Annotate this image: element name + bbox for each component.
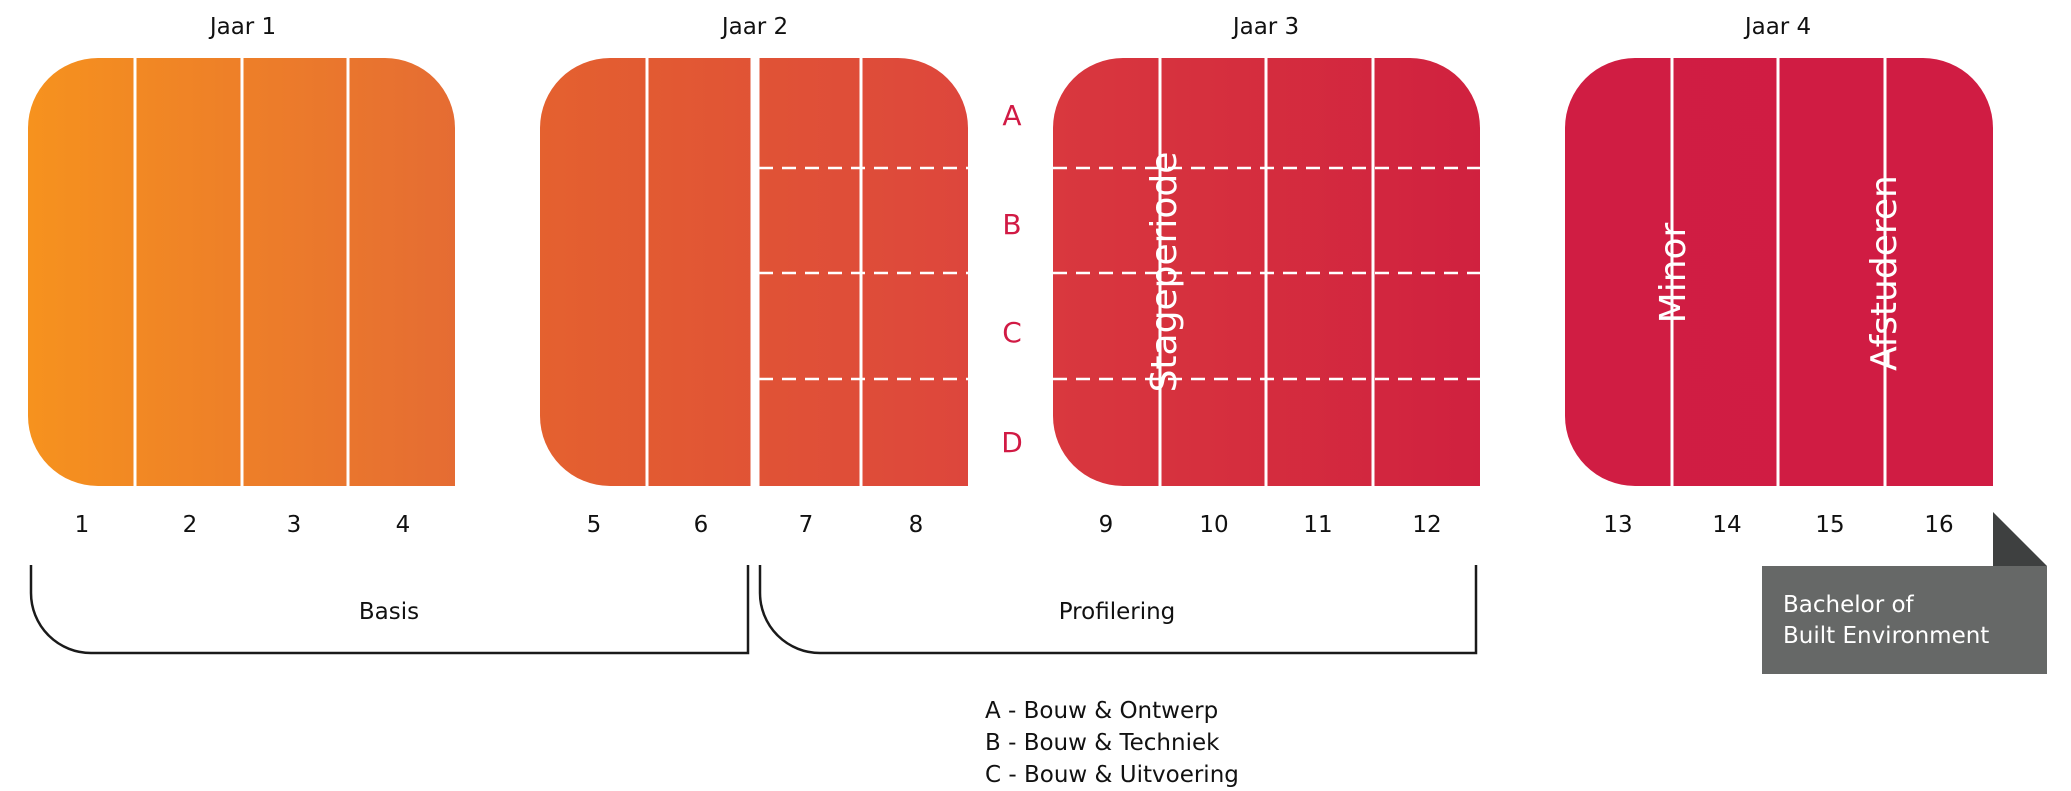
track-label-c: C [1002,316,1022,349]
bachelor-badge: Bachelor of Built Environment [1762,566,2047,674]
year-title: Jaar 1 [208,14,276,40]
year-title: Jaar 3 [1231,14,1299,40]
basis-bracket [29,565,750,655]
period-number: 4 [396,512,411,538]
period-number: 13 [1603,512,1632,538]
year-title: Jaar 2 [720,14,788,40]
afstuderen-label: Afstuderen [1864,175,1905,371]
bachelor-line-1: Bachelor of [1783,592,1914,618]
period-number: 12 [1412,512,1441,538]
period-number: 7 [799,512,814,538]
legend-item: C - Bouw & Uitvoering [985,762,1239,788]
period-number: 9 [1099,512,1114,538]
bachelor-line-2: Built Environment [1783,623,1990,649]
legend-item: A - Bouw & Ontwerp [985,698,1219,724]
period-number: 15 [1815,512,1844,538]
stageperiode-label: Stageperiode [1144,152,1185,393]
period-number: 3 [287,512,302,538]
profilering-bracket [758,565,1478,655]
period-number: 16 [1924,512,1953,538]
period-number: 5 [587,512,602,538]
period-number: 2 [183,512,198,538]
period-number: 10 [1199,512,1228,538]
track-legend: A - Bouw & Ontwerp B - Bouw & Techniek C… [985,695,1239,791]
period-number: 14 [1712,512,1741,538]
minor-label: Minor [1653,222,1694,323]
profilering-label: Profilering [1059,599,1176,625]
track-label-b: B [1002,208,1021,241]
badge-fold [1993,512,2047,566]
period-number: 8 [909,512,924,538]
basis-label: Basis [359,599,419,625]
year-title: Jaar 4 [1743,14,1811,40]
legend-item: B - Bouw & Techniek [985,730,1220,756]
period-number: 1 [75,512,90,538]
period-number: 11 [1303,512,1332,538]
period-number: 6 [694,512,709,538]
track-label-a: A [1002,99,1021,132]
track-label-d: D [1001,426,1023,459]
